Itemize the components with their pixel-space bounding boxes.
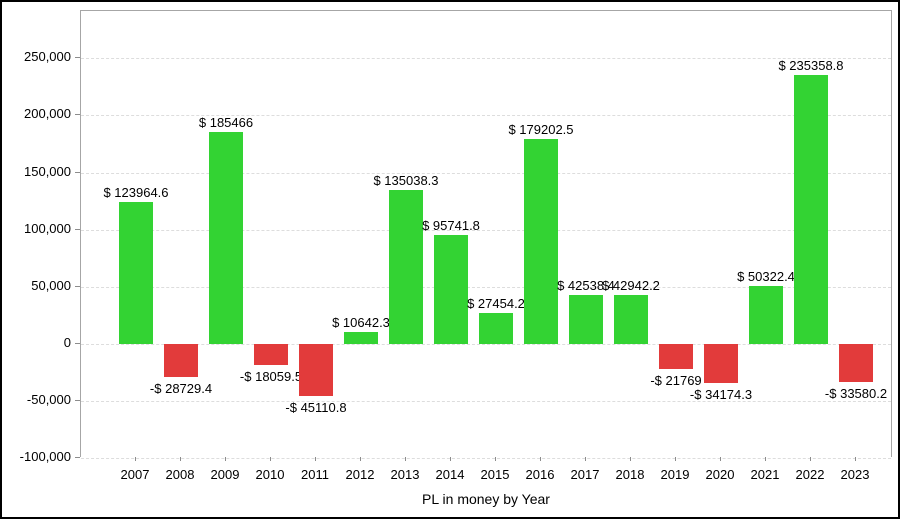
y-axis-tick (75, 400, 80, 402)
gridline-100,000 (81, 229, 891, 231)
x-axis-tick-label: 2021 (750, 467, 780, 482)
bar-label-2019: -$ 21769 (650, 372, 702, 388)
y-axis-tick-label: 100,000 (24, 220, 71, 236)
x-axis-tick (630, 457, 631, 461)
x-axis-tick-label: 2014 (435, 467, 465, 482)
x-axis-tick-label: 2019 (660, 467, 690, 482)
y-axis-tick-label: 150,000 (24, 163, 71, 179)
bar-label-2017: $ 42538.4 (557, 278, 615, 294)
bar-label-2023: -$ 33580.2 (824, 386, 888, 402)
bar-label-2015: $ 27454.2 (467, 295, 525, 311)
bar-label-2012: $ 10642.3 (332, 314, 390, 330)
x-axis-tick (450, 457, 451, 461)
x-axis-tick (135, 457, 136, 461)
x-axis-tick (270, 457, 271, 461)
bar-2021 (749, 286, 783, 344)
x-axis-tick (855, 457, 856, 461)
y-axis-tick-label: 250,000 (24, 49, 71, 65)
bar-2016 (524, 139, 558, 344)
gridline-50,000 (81, 286, 891, 288)
x-axis-tick (540, 457, 541, 461)
y-axis-tick (75, 228, 80, 230)
x-axis-tick (675, 457, 676, 461)
gridline-0 (81, 344, 891, 345)
gridline-150,000 (81, 172, 891, 174)
x-axis-tick-label: 2007 (120, 467, 150, 482)
y-axis-tick (75, 343, 80, 344)
y-axis-tick (75, 457, 80, 459)
gridline-200,000 (81, 115, 891, 117)
bar-2022 (794, 75, 828, 344)
bar-2012 (344, 331, 378, 344)
bar-2008 (164, 344, 198, 377)
bar-label-2018: $ 42942.2 (602, 277, 660, 293)
bar-label-2016: $ 179202.5 (508, 122, 574, 138)
bar-2014 (434, 234, 468, 344)
y-axis-tick-label: 0 (63, 335, 71, 350)
y-axis-tick (75, 285, 80, 287)
bar-label-2011: -$ 45110.8 (285, 399, 347, 415)
y-axis-tick (75, 171, 80, 173)
bar-label-2010: -$ 18059.5 (239, 368, 303, 384)
x-axis-tick-label: 2013 (390, 467, 420, 482)
x-axis-tick-label: 2023 (840, 467, 870, 482)
bar-2007 (119, 202, 153, 344)
x-axis-tick-label: 2010 (255, 467, 285, 482)
bar-2019 (659, 344, 693, 369)
x-axis-tick-label: 2011 (301, 467, 329, 482)
x-axis-tick-label: 2008 (165, 467, 195, 482)
gridline--100,000 (81, 458, 891, 460)
x-axis-tick (225, 457, 226, 461)
bar-2015 (479, 312, 513, 344)
y-axis-tick-label: 200,000 (24, 106, 71, 122)
gridline-250,000 (81, 58, 891, 60)
x-axis-title: PL in money by Year (422, 491, 550, 507)
x-axis-tick (810, 457, 811, 461)
bar-label-2021: $ 50322.4 (737, 269, 795, 285)
x-axis-tick-label: 2018 (615, 467, 645, 482)
bar-label-2008: -$ 28729.4 (149, 380, 213, 396)
x-axis-tick-label: 2017 (570, 467, 600, 482)
x-axis-tick (765, 457, 766, 461)
gridline--50,000 (81, 401, 891, 403)
bar-label-2007: $ 123964.6 (103, 185, 169, 201)
x-axis-tick (585, 457, 586, 461)
x-axis-tick (495, 457, 496, 461)
bar-2018 (614, 294, 648, 344)
x-axis-tick (360, 457, 361, 461)
y-axis-tick (75, 114, 80, 116)
x-axis-tick-label: 2022 (795, 467, 825, 482)
bar-label-2014: $ 95741.8 (422, 217, 480, 233)
plot-area: $ 123964.6 -$ 28729.4 $ 185466 -$ 18059.5 -$… (80, 10, 892, 460)
x-axis-tick (720, 457, 721, 461)
bar-2020 (704, 344, 738, 384)
x-axis-tick (405, 457, 406, 461)
y-axis-tick-label: -50,000 (26, 392, 71, 408)
bar-2009 (209, 132, 243, 344)
x-axis-tick-label: 2020 (705, 467, 735, 482)
bar-label-2020: -$ 34174.3 (689, 387, 753, 403)
bar-2023 (839, 344, 873, 383)
x-axis-tick-label: 2016 (525, 467, 555, 482)
bar-label-2022: $ 235358.8 (778, 58, 844, 74)
bar-2011 (299, 344, 333, 396)
x-axis-tick (180, 457, 181, 461)
x-axis-tick-label: 2012 (345, 467, 375, 482)
x-axis-tick-label: 2015 (480, 467, 510, 482)
x-axis-tick (315, 457, 316, 461)
bar-label-2009: $ 185466 (198, 115, 254, 131)
bar-2010 (254, 344, 288, 365)
bar-2013 (389, 189, 423, 344)
x-axis-tick-label: 2009 (210, 467, 240, 482)
y-axis-tick-label: 50,000 (31, 277, 71, 293)
y-axis-tick-label: -100,000 (19, 449, 71, 465)
bar-2017 (569, 295, 603, 344)
bar-label-2013: $ 135038.3 (373, 172, 439, 188)
y-axis-tick (75, 57, 80, 59)
